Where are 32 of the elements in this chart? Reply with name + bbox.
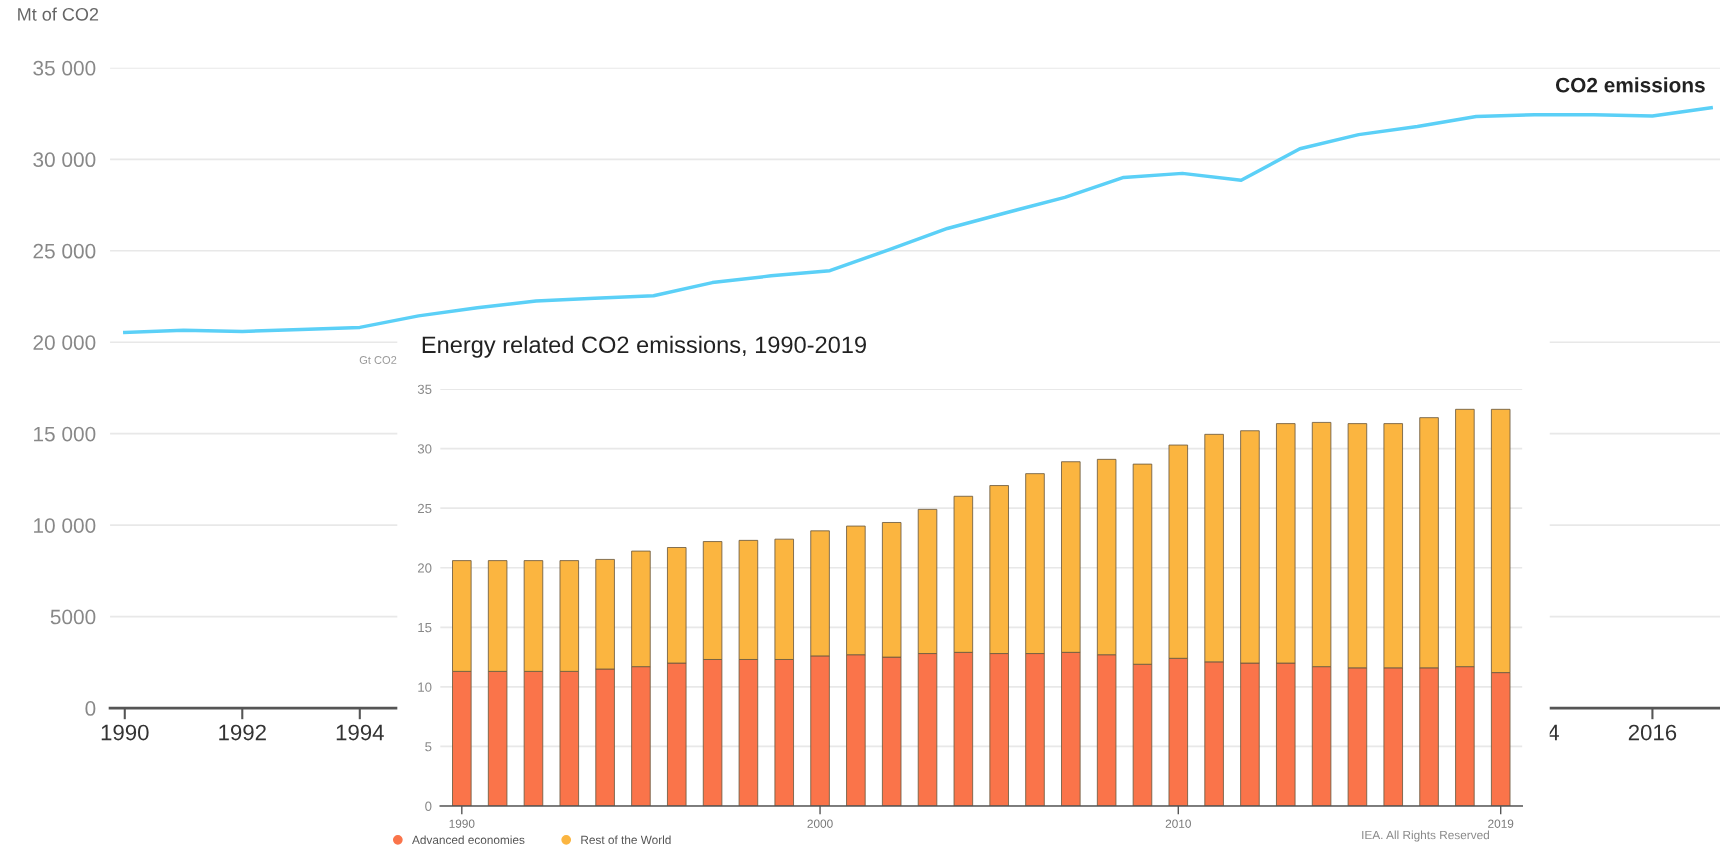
y-tick-label: 30 bbox=[417, 444, 432, 454]
x-tick-label: 2000 bbox=[807, 819, 833, 828]
y-tick-label: 25 000 bbox=[33, 243, 96, 259]
y-axis-title: Mt of CO2 bbox=[18, 7, 99, 21]
y-tick-label: 0 bbox=[425, 801, 432, 811]
text: IEA. All Rights Reserved bbox=[1362, 830, 1489, 842]
chart-title: Energy related CO2 emissions, 1990-2019 bbox=[422, 335, 866, 358]
y-tick-label: 35 000 bbox=[33, 60, 96, 76]
y-tick-label: 20 000 bbox=[33, 335, 96, 350]
y-tick-label: 20 bbox=[417, 563, 432, 573]
x-tick-label: 1992 bbox=[219, 724, 266, 741]
x-tick-label: 1990 bbox=[449, 819, 475, 828]
y-tick-label: 15 000 bbox=[34, 426, 96, 442]
y-tick-label: 15 bbox=[418, 623, 432, 633]
y-tick-label: 10 000 bbox=[34, 518, 96, 533]
x-tick-label: 2019 bbox=[1488, 819, 1514, 828]
line-series bbox=[123, 105, 1713, 335]
y-tick-label: 35 bbox=[417, 384, 432, 394]
legend-label: Rest of the World bbox=[581, 835, 671, 845]
y-tick-label: 5 bbox=[425, 742, 432, 752]
y-tick-label: 0 bbox=[85, 701, 96, 716]
y-tick-label: 10 bbox=[418, 682, 432, 692]
legend-label: Advanced economies bbox=[412, 835, 525, 845]
x-tick-label: 2010 bbox=[1165, 819, 1191, 828]
y-axis-title: Gt CO2 bbox=[359, 356, 397, 364]
x-tick-label: 1990 bbox=[101, 724, 149, 741]
x-tick-label: 1994 bbox=[336, 724, 384, 741]
y-tick-label: 25 bbox=[417, 503, 432, 514]
y-tick-label: 30 000 bbox=[33, 152, 96, 168]
series-label: CO2 emissions bbox=[1555, 77, 1705, 93]
x-tick-label: 2016 bbox=[1628, 724, 1677, 741]
y-tick-label: 5000 bbox=[50, 609, 96, 625]
